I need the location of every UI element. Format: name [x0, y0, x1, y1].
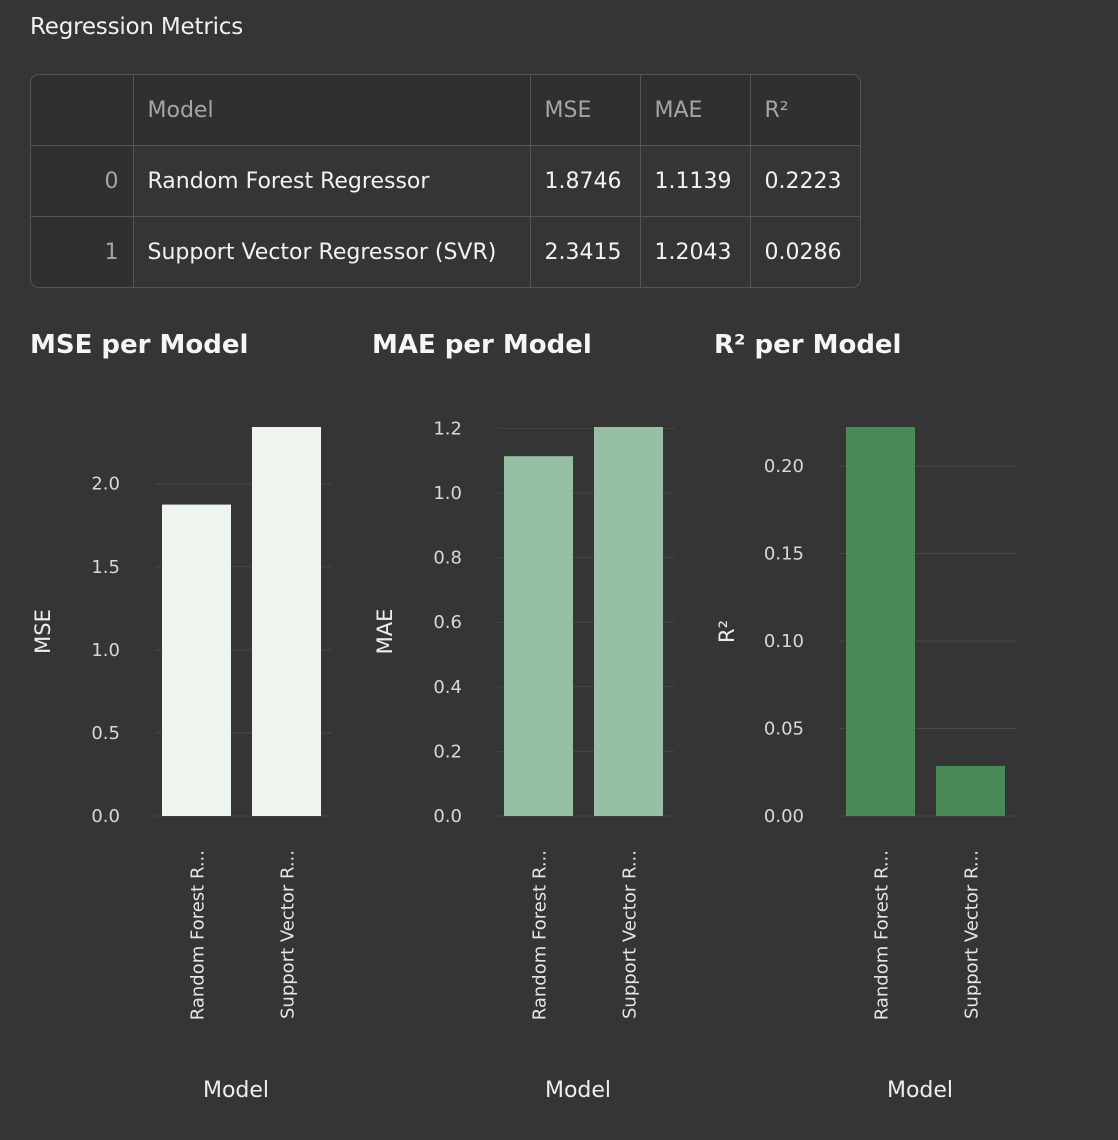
- mae-y-axis-label: MAE: [373, 609, 397, 655]
- r2-y-axis-label: R²: [715, 620, 739, 643]
- mae-y-tick-label: 0.0: [433, 806, 462, 827]
- mse-cell: 1.8746: [530, 145, 641, 217]
- model-cell: Random Forest Regressor: [133, 145, 531, 217]
- r2-cell: 0.0286: [764, 239, 842, 265]
- mae-y-tick-label: 0.4: [433, 677, 462, 698]
- r2-x-tick-label: Support Vector R...: [962, 850, 983, 1019]
- mae-x-tick-label: Support Vector R...: [620, 850, 641, 1019]
- column-header-index[interactable]: [31, 75, 134, 146]
- row-index: 1: [31, 216, 134, 287]
- mse-bar-chart: 0.0 0.5 1.0 1.5 2.0 Random Forest R... Support…: [31, 427, 332, 1103]
- mae-x-tick-label: Random Forest R...: [530, 850, 551, 1020]
- mae-bar-1[interactable]: [594, 427, 663, 816]
- r2-x-axis-label: Model: [887, 1078, 953, 1103]
- table-header-row: Model MSE MAE R²: [31, 75, 860, 146]
- mae-cell: 1.2043: [640, 216, 751, 287]
- column-header-r2[interactable]: R²: [750, 75, 860, 146]
- r2-y-tick-label: 0.15: [764, 544, 804, 565]
- row-index: 0: [31, 145, 134, 217]
- mae-y-tick-label: 0.2: [433, 741, 462, 762]
- r2-y-tick-label: 0.00: [764, 806, 804, 827]
- column-header-model[interactable]: Model: [133, 75, 531, 146]
- mse-y-tick-label: 1.5: [91, 557, 120, 578]
- r2-x-tick-label: Random Forest R...: [872, 850, 893, 1020]
- mse-y-tick-label: 0.0: [91, 806, 120, 827]
- mae-y-tick-label: 0.8: [433, 548, 462, 569]
- r2-y-tick-label: 0.05: [764, 719, 804, 740]
- r2-chart-title: R² per Model: [714, 330, 902, 360]
- mse-y-tick-label: 0.5: [91, 723, 120, 744]
- mae-cell: 1.1139: [640, 145, 751, 217]
- section-title: Regression Metrics: [30, 14, 244, 40]
- r2-bar-chart: 0.00 0.05 0.10 0.15 0.20 Random Forest R... Su…: [715, 427, 1016, 1103]
- mse-bar-0[interactable]: [162, 504, 231, 816]
- r2-y-tick-label: 0.20: [764, 456, 804, 477]
- r2-bar-0[interactable]: [846, 427, 915, 816]
- model-cell: Support Vector Regressor (SVR): [133, 216, 531, 287]
- mse-x-tick-label: Support Vector R...: [278, 850, 299, 1019]
- mae-y-tick-label: 1.2: [433, 418, 462, 439]
- r2-bar-1[interactable]: [936, 765, 1005, 816]
- table-row: 0 Random Forest Regressor 1.8746 1.1139 …: [31, 145, 860, 217]
- mse-x-tick-label: Random Forest R...: [188, 850, 209, 1020]
- r2-y-tick-label: 0.10: [764, 631, 804, 652]
- table-row: 1 Support Vector Regressor (SVR) 2.3415 …: [31, 216, 860, 287]
- mae-bar-0[interactable]: [504, 456, 573, 816]
- mse-x-axis-label: Model: [203, 1078, 269, 1103]
- mae-y-tick-label: 0.6: [433, 612, 462, 633]
- mse-y-axis-label: MSE: [31, 609, 55, 654]
- mae-y-tick-label: 1.0: [433, 483, 462, 504]
- mse-y-tick-label: 1.0: [91, 640, 120, 661]
- mse-y-tick-label: 2.0: [91, 474, 120, 495]
- column-header-mae[interactable]: MAE: [640, 75, 751, 146]
- mse-cell: 2.3415: [530, 216, 641, 287]
- r2-cell: 0.2223: [750, 145, 860, 217]
- mse-chart-title: MSE per Model: [30, 330, 249, 360]
- metrics-table: Model MSE MAE R² 0 Random Forest Regress…: [30, 74, 861, 288]
- mse-bar-1[interactable]: [252, 427, 321, 816]
- mae-chart-title: MAE per Model: [372, 330, 592, 360]
- mae-bar-chart: 0.0 0.2 0.4 0.6 0.8 1.0 1.2 Random Forest R... S…: [373, 418, 674, 1103]
- column-header-mse[interactable]: MSE: [530, 75, 641, 146]
- mae-x-axis-label: Model: [545, 1078, 611, 1103]
